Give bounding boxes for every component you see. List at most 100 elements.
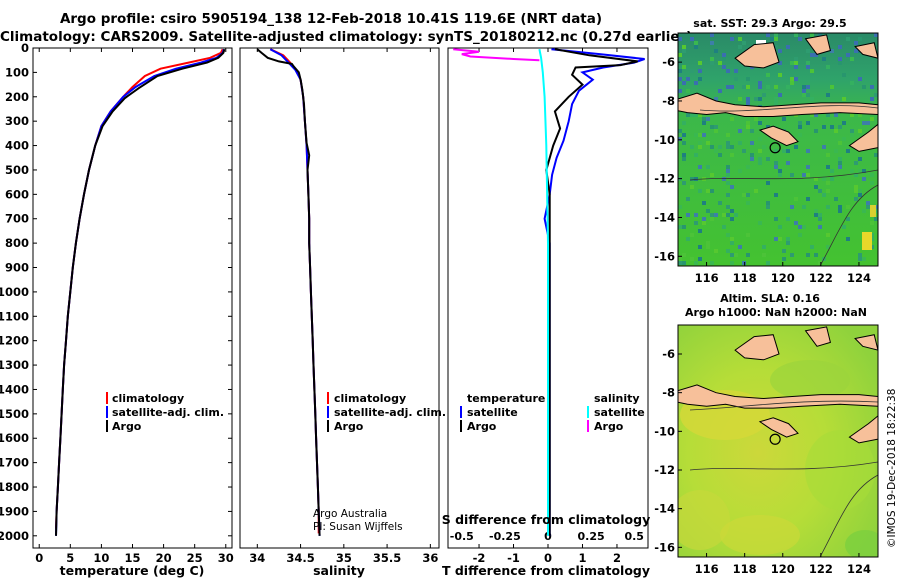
sst-pixel (850, 133, 854, 137)
sst-pixel (758, 81, 762, 85)
sst-pixel (794, 65, 798, 69)
sst-pixel (730, 185, 734, 189)
sst-pixel (710, 189, 714, 193)
depth-tick-label: 600 (5, 187, 29, 201)
sst-pixel (818, 213, 822, 217)
sst-pixel (830, 85, 834, 89)
sst-pixel (730, 237, 734, 241)
sst-pixel (678, 261, 682, 265)
sst-pixel (798, 233, 802, 237)
sst-pixel (786, 237, 790, 241)
difference-lines (453, 48, 645, 536)
sst-pixel (830, 177, 834, 181)
sst-pixel (714, 97, 718, 101)
x-tick-label: -1 (507, 551, 520, 565)
sst-pixel (842, 121, 846, 125)
temperature-xlabel: temperature (deg C) (60, 563, 205, 578)
sst-pixel (778, 237, 782, 241)
sst-pixel (766, 181, 770, 185)
sst-pixel (814, 113, 818, 117)
sst-pixel (858, 157, 862, 161)
sst-pixel (838, 157, 842, 161)
sst-pixel (706, 165, 710, 169)
sst-pixel (718, 201, 722, 205)
sst-pixel (774, 193, 778, 197)
legend-label-climatology: climatology (334, 392, 406, 405)
sst-pixel (686, 113, 690, 117)
sst-pixel (682, 133, 686, 137)
sst-pixel (826, 165, 830, 169)
depth-tick-label: 1900 (0, 504, 29, 518)
sst-pixel (678, 257, 682, 261)
sst-pixel (710, 173, 714, 177)
legend-label-t-argo: Argo (467, 420, 497, 433)
sst-pixel (786, 241, 790, 245)
sst-pixel (862, 177, 866, 181)
island (758, 417, 799, 438)
sst-pixel (726, 213, 730, 217)
sst-pixel (838, 209, 842, 213)
sst-pixel (802, 89, 806, 93)
sst-pixel (758, 137, 762, 141)
sst-pixel (710, 213, 714, 217)
sst-pixel (814, 53, 818, 57)
sst-pixel (790, 253, 794, 257)
sst-pixel (814, 213, 818, 217)
sst-pixel (698, 165, 702, 169)
sst-pixel (826, 189, 830, 193)
sst-pixel (718, 89, 722, 93)
sst-pixel (774, 217, 778, 221)
sst-pixel (698, 113, 702, 117)
sst-pixel (726, 233, 730, 237)
sst-pixel (818, 189, 822, 193)
sst-pixel (698, 257, 702, 261)
sst-pixel (806, 173, 810, 177)
series-line-s-satellite (538, 49, 549, 536)
sst-pixel (750, 129, 754, 133)
map-x-tick-label: 118 (733, 562, 757, 576)
sst-pixel (746, 201, 750, 205)
salinity-xlabel: salinity (313, 563, 365, 578)
sst-pixel (774, 237, 778, 241)
sst-pixel (734, 69, 738, 73)
sst-pixel (738, 45, 742, 49)
depth-tick-label: 1100 (0, 309, 29, 323)
sla-map-axes: 116 118 120 122 124 -6 -8 -10 -12 -14 -16 (654, 347, 871, 576)
sst-pixel (702, 133, 706, 137)
s-diff-tick-label: 0 (544, 530, 552, 543)
sst-pixel (698, 145, 702, 149)
sst-pixel (694, 213, 698, 217)
sst-pixel (798, 225, 802, 229)
sst-pixel (866, 205, 870, 209)
sst-pixel (746, 101, 750, 105)
sst-pixel (730, 117, 734, 121)
depth-tick-label: 200 (5, 90, 29, 104)
sst-pixel (826, 233, 830, 237)
sst-pixel (842, 137, 846, 141)
sst-pixel (862, 121, 866, 125)
sst-pixel (814, 129, 818, 133)
map-y-tick-label: -10 (654, 133, 675, 147)
sst-pixel (746, 97, 750, 101)
depth-tick-label: 500 (5, 163, 29, 177)
sst-pixel (762, 145, 766, 149)
sst-pixel (850, 113, 854, 117)
sst-pixel (678, 69, 682, 73)
sst-pixel (826, 245, 830, 249)
sst-pixel (810, 97, 814, 101)
sst-pixel (694, 261, 698, 265)
x-tick-label: -2 (473, 551, 486, 565)
sst-pixel (806, 121, 810, 125)
sst-pixel (858, 113, 862, 117)
sst-pixel (802, 205, 806, 209)
sst-pixel (686, 77, 690, 81)
sst-pixel (774, 149, 778, 153)
sst-pixel (730, 85, 734, 89)
sst-pixel (746, 165, 750, 169)
x-tick-label: 0 (35, 551, 43, 565)
sst-pixel (682, 49, 686, 53)
x-tick-label: 30 (218, 551, 234, 565)
imos-watermark: ©IMOS 19-Dec-2018 18:22:38 (886, 389, 898, 548)
sst-pixel (778, 49, 782, 53)
